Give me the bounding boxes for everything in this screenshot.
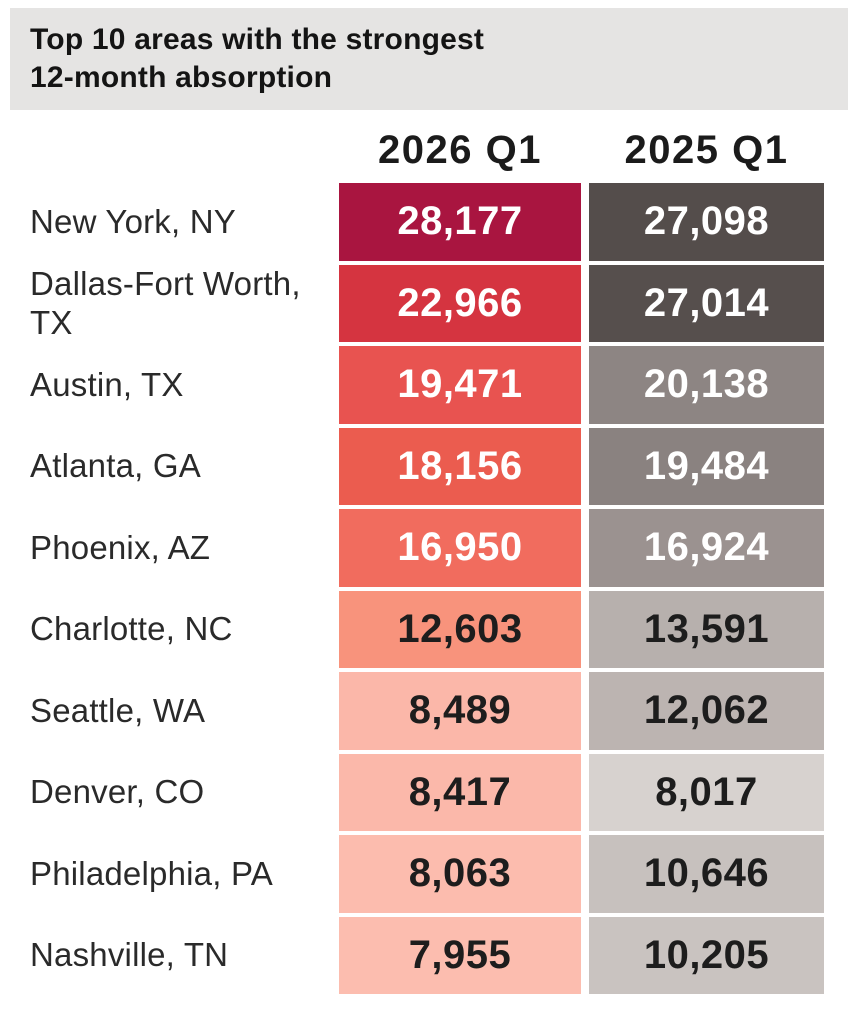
cell-2026-q1: 19,471 [339,346,581,424]
page-title-line-1: Top 10 areas with the strongest [30,23,485,56]
cell-2026-q1: 22,966 [339,264,581,342]
area-label: Seattle, WA [30,691,206,729]
table-row: Austin, TX 19,471 20,138 [30,346,824,424]
area-label: Charlotte, NC [30,610,233,648]
table-row: Denver, CO 8,417 8,017 [30,753,824,831]
cell-2025-q1: 27,098 [589,183,824,261]
table-row: Atlanta, GA 18,156 19,484 [30,427,824,505]
cell-2025-q1: 10,205 [589,916,824,994]
absorption-table: 2026 Q1 2025 Q1 New York, NY 28,177 27,0… [30,128,824,998]
cell-2026-q1: 8,063 [339,835,581,913]
cell-2026-q1: 12,603 [339,590,581,668]
cell-2025-q1: 20,138 [589,346,824,424]
table-row: New York, NY 28,177 27,098 [30,183,824,261]
cell-2025-q1: 13,591 [589,590,824,668]
cell-2026-q1: 28,177 [339,183,581,261]
table-row: Philadelphia, PA 8,063 10,646 [30,835,824,913]
table-row: Nashville, TN 7,955 10,205 [30,916,824,994]
cell-2025-q1: 8,017 [589,753,824,831]
cell-2026-q1: 18,156 [339,427,581,505]
table-row: Seattle, WA 8,489 12,062 [30,672,824,750]
cell-2026-q1: 16,950 [339,509,581,587]
area-label: New York, NY [30,202,236,240]
cell-2025-q1: 10,646 [589,835,824,913]
cell-2026-q1: 8,489 [339,672,581,750]
page-title-line-2: 12-month absorption [30,61,333,94]
table-row: Dallas-Fort Worth, TX 22,966 27,014 [30,264,824,342]
cell-2025-q1: 12,062 [589,672,824,750]
cell-2025-q1: 16,924 [589,509,824,587]
table-row: Phoenix, AZ 16,950 16,924 [30,509,824,587]
area-label: Phoenix, AZ [30,528,211,566]
table-row: Charlotte, NC 12,603 13,591 [30,590,824,668]
area-label: Denver, CO [30,773,205,811]
area-label: Atlanta, GA [30,447,201,485]
cell-2026-q1: 8,417 [339,753,581,831]
cell-2025-q1: 19,484 [589,427,824,505]
area-label: Austin, TX [30,365,184,403]
cell-2026-q1: 7,955 [339,916,581,994]
title-band: Top 10 areas with the strongest 12-month… [10,8,848,110]
column-header-2025-q1: 2025 Q1 [624,128,789,172]
area-label: Philadelphia, PA [30,854,273,892]
table-header-row: 2026 Q1 2025 Q1 [30,128,824,183]
area-label: Dallas-Fort Worth, TX [30,264,301,342]
cell-2025-q1: 27,014 [589,264,824,342]
area-label: Nashville, TN [30,936,229,974]
column-header-2026-q1: 2026 Q1 [378,128,542,172]
